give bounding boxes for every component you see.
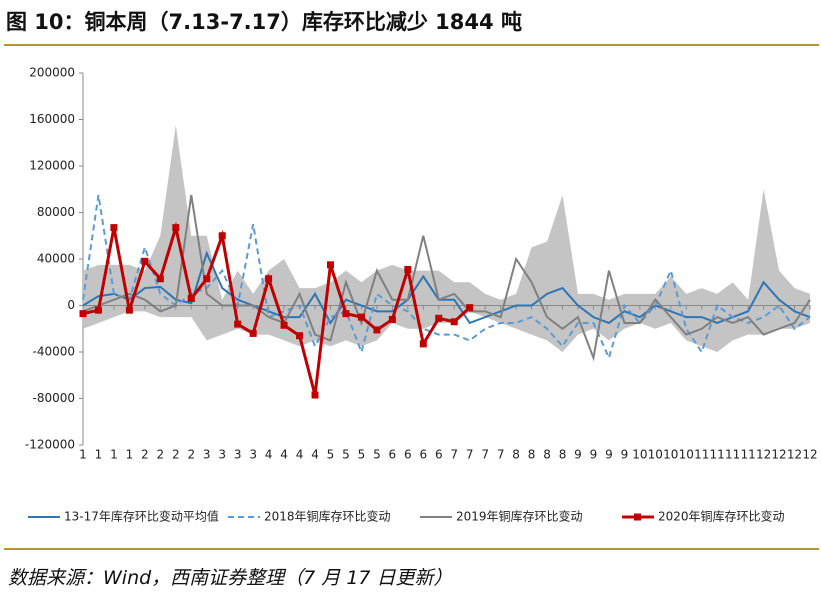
legend-label: 13-17年库存环比变动平均值 [64,509,219,524]
x-tick-label: 10 [648,448,663,462]
marker [326,261,334,269]
marker [450,318,458,326]
x-tick-label: 9 [574,448,582,462]
x-tick-label: 5 [342,448,350,462]
marker [357,313,365,321]
y-tick-label: 200000 [29,66,75,80]
x-tick-label: 9 [605,448,613,462]
legend-label: 2019年铜库存环比变动 [456,509,583,524]
x-tick-label: 6 [389,448,397,462]
legend-label: 2020年铜库存环比变动 [658,509,785,524]
marker [342,310,350,318]
y-tick-label: 160000 [29,112,75,126]
x-tick-label: 1 [95,448,103,462]
x-tick-label: 2 [157,448,165,462]
marker [435,314,443,322]
marker [388,315,396,323]
y-tick-label: 0 [67,298,75,312]
marker [79,310,87,318]
y-tick-label: -120000 [25,438,75,452]
marker [466,304,474,312]
x-tick-label: 8 [543,448,551,462]
x-tick-label: 10 [632,448,647,462]
x-tick-label: 8 [559,448,567,462]
x-tick-label: 11 [710,448,725,462]
x-tick-label: 12 [771,448,786,462]
y-tick-label: -40000 [32,345,75,359]
x-tick-label: 1 [110,448,118,462]
x-tick-label: 8 [528,448,536,462]
marker [373,326,381,334]
marker [110,224,118,232]
x-tick-label: 6 [435,448,443,462]
x-tick-label: 10 [679,448,694,462]
x-tick-label: 9 [590,448,598,462]
x-tick-label: 4 [280,448,288,462]
marker [404,265,412,273]
y-tick-label: 120000 [29,159,75,173]
x-tick-label: 1 [126,448,134,462]
x-tick-label: 3 [218,448,226,462]
marker [156,275,164,283]
x-tick-label: 7 [497,448,505,462]
marker [311,391,319,399]
x-tick-label: 11 [694,448,709,462]
y-tick-label: 40000 [37,252,75,266]
x-tick-label: 3 [249,448,257,462]
x-tick-label: 4 [311,448,319,462]
x-tick-label: 9 [621,448,629,462]
x-tick-label: 1 [79,448,87,462]
x-tick-label: 12 [787,448,802,462]
chart: -120000 -80000 -40000 0 40000 80000 120000 1600… [25,66,818,524]
x-tick-label: 5 [358,448,366,462]
x-tick-label: 7 [450,448,458,462]
marker [203,275,211,283]
x-tick-label: 6 [404,448,412,462]
marker [280,321,288,329]
x-tick-label: 6 [419,448,427,462]
marker [94,306,102,314]
marker [234,320,242,328]
marker [265,275,273,283]
marker [419,340,427,348]
x-tick-label: 3 [234,448,242,462]
x-tick-label: 10 [663,448,678,462]
x-tick-label: 12 [802,448,817,462]
x-tick-label: 4 [265,448,273,462]
source-note: 数据来源：Wind，西南证券整理（7 月 17 日更新） [8,567,453,589]
series-line [82,250,811,325]
marker [172,224,180,232]
x-tick-label: 5 [373,448,381,462]
x-tick-label: 8 [512,448,520,462]
footer-rule [4,548,819,550]
x-tick-label: 11 [725,448,740,462]
marker [187,295,195,303]
x-tick-label: 11 [740,448,755,462]
marker [218,232,226,240]
x-tick-label: 2 [172,448,180,462]
legend-marker [634,513,641,521]
y-tick-label: -80000 [32,391,75,405]
marker [125,306,133,314]
marker [249,329,257,337]
x-tick-label: 7 [481,448,489,462]
marker [296,332,304,340]
x-tick-label: 12 [756,448,771,462]
figure-title: 图 10：铜本周（7.13-7.17）库存环比减少 1844 吨 [6,10,522,34]
legend-label: 2018年铜库存环比变动 [264,509,391,524]
x-tick-label: 2 [141,448,149,462]
marker [141,257,149,265]
title-rule [4,44,819,46]
x-tick-label: 7 [466,448,474,462]
x-tick-label: 2 [187,448,195,462]
x-tick-label: 4 [296,448,304,462]
x-tick-label: 5 [327,448,335,462]
x-tick-label: 3 [203,448,211,462]
y-tick-label: 80000 [37,205,75,219]
